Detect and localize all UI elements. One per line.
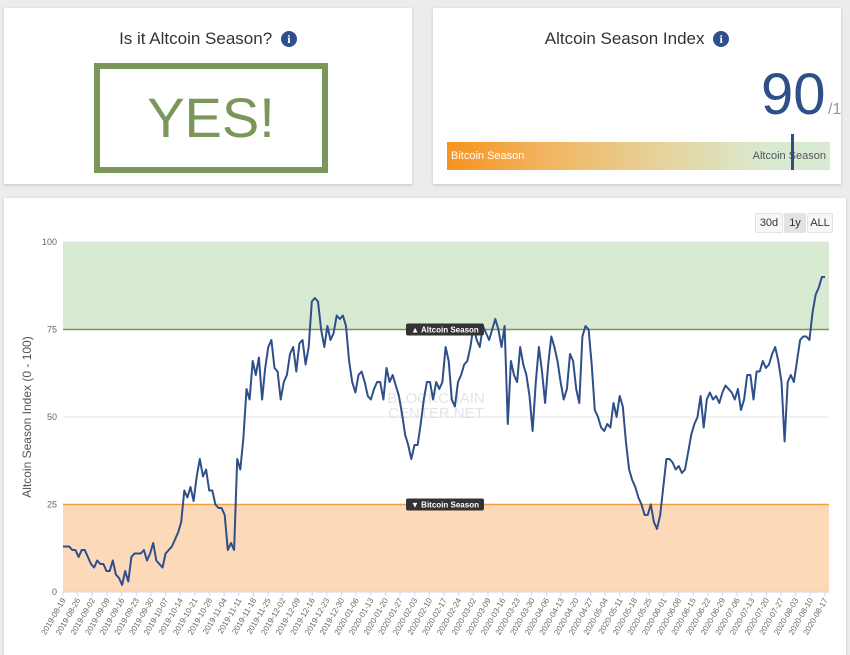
bitcoin-season-annotation: ▼ Bitcoin Season <box>411 501 479 510</box>
altcoin-season-index-card: Altcoin Season Index i 90 /100 Bitcoin S… <box>433 8 841 184</box>
question-title: Is it Altcoin Season? i <box>4 29 412 49</box>
altcoin-index-line <box>63 276 825 586</box>
altcoin-season-annotation-box <box>406 323 484 336</box>
range-30d-button[interactable]: 30d <box>755 213 783 233</box>
altcoin-season-question-card: Is it Altcoin Season? i YES! <box>4 8 412 184</box>
info-icon[interactable]: i <box>280 31 297 47</box>
y-axis-title: Altcoin Season Index (0 - 100) <box>20 336 34 497</box>
y-tick-label: 100 <box>42 237 57 247</box>
y-tick-label: 50 <box>47 412 57 422</box>
index-value: 90 <box>761 62 826 127</box>
chart-card: 30d 1y ALL 0 25 50 75 100 Altcoin Season Inde… <box>4 198 846 655</box>
range-1y-button[interactable]: 1y <box>784 213 806 233</box>
index-title: Altcoin Season Index i <box>433 29 841 49</box>
answer-box: YES! <box>94 63 328 173</box>
info-icon[interactable]: i <box>713 31 730 47</box>
watermark-text: CENTER.NET <box>388 405 484 422</box>
altcoin-season-zone <box>63 242 829 330</box>
bitcoin-season-bar-label: Bitcoin Season <box>451 150 525 162</box>
index-marker <box>791 134 794 170</box>
index-max: /100 <box>828 101 841 118</box>
range-all-button[interactable]: ALL <box>807 213 833 233</box>
y-tick-label: 75 <box>47 325 57 335</box>
altcoin-season-line-chart: 0 25 50 75 100 Altcoin Season Index (0 - 100)… <box>20 237 830 636</box>
altcoin-season-annotation: ▲ Altcoin Season <box>411 326 479 335</box>
y-tick-label: 0 <box>52 587 57 597</box>
bitcoin-season-zone <box>63 504 829 592</box>
index-gradient-bar: Bitcoin Season Altcoin Season <box>447 134 830 170</box>
altcoin-season-bar-label: Altcoin Season <box>752 150 826 162</box>
y-tick-label: 25 <box>47 500 57 510</box>
watermark-text: BLOCKCHAIN <box>387 390 485 407</box>
bitcoin-season-annotation-box <box>406 498 484 511</box>
